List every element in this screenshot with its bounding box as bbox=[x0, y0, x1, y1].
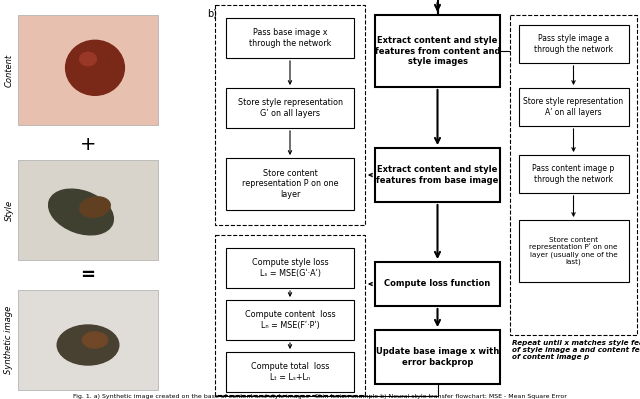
Bar bbox=[510, 15, 637, 335]
Text: Pass style image a
through the network: Pass style image a through the network bbox=[534, 34, 613, 54]
Bar bbox=[226, 248, 354, 288]
Bar bbox=[226, 352, 354, 392]
Text: Content: Content bbox=[4, 53, 13, 87]
Bar bbox=[226, 88, 354, 128]
Text: Pass content image p
through the network: Pass content image p through the network bbox=[532, 164, 614, 184]
Ellipse shape bbox=[65, 40, 124, 95]
Text: Compute content  loss
Lₙ = MSE(Fʹ·Pʹ): Compute content loss Lₙ = MSE(Fʹ·Pʹ) bbox=[244, 310, 335, 330]
Text: Pass base image x
through the network: Pass base image x through the network bbox=[249, 28, 331, 48]
Bar bbox=[375, 148, 500, 202]
Text: Update base image x with
error backprop: Update base image x with error backprop bbox=[376, 347, 499, 367]
Bar bbox=[215, 5, 365, 225]
Bar bbox=[518, 155, 628, 193]
Text: Style: Style bbox=[4, 200, 13, 221]
Text: Repeat until x matches style features
of style image a and content features
of c: Repeat until x matches style features of… bbox=[512, 340, 640, 360]
Text: Synthetic image: Synthetic image bbox=[4, 306, 13, 374]
Bar bbox=[375, 262, 500, 306]
Text: Extract content and style
features from content and
style images: Extract content and style features from … bbox=[375, 36, 500, 66]
Text: Extract content and style
features from base image: Extract content and style features from … bbox=[376, 165, 499, 185]
Text: =: = bbox=[81, 266, 95, 284]
Bar bbox=[518, 88, 628, 126]
Ellipse shape bbox=[57, 325, 119, 365]
Bar bbox=[215, 235, 365, 395]
Text: Store content
representation P on one
layer: Store content representation P on one la… bbox=[242, 169, 339, 199]
Bar bbox=[226, 158, 354, 210]
Ellipse shape bbox=[79, 52, 97, 65]
Text: Store content
representation Pʹ on one
layer (usually one of the
last): Store content representation Pʹ on one l… bbox=[529, 237, 618, 265]
Ellipse shape bbox=[80, 197, 110, 217]
Text: b): b) bbox=[207, 8, 217, 18]
Bar bbox=[18, 15, 158, 125]
Text: +: + bbox=[80, 136, 96, 154]
Bar bbox=[226, 18, 354, 58]
Bar bbox=[518, 220, 628, 282]
Text: Fig. 1. a) Synthetic image created on the base of content and style images - Ski: Fig. 1. a) Synthetic image created on th… bbox=[73, 394, 567, 399]
Text: Compute total  loss
Lₜ = Lₛ+Lₙ: Compute total loss Lₜ = Lₛ+Lₙ bbox=[251, 362, 329, 382]
Text: Compute loss function: Compute loss function bbox=[385, 280, 491, 288]
Ellipse shape bbox=[83, 332, 108, 348]
Text: Compute style loss
Lₛ = MSE(Gʹ·Aʹ): Compute style loss Lₛ = MSE(Gʹ·Aʹ) bbox=[252, 258, 328, 278]
Bar bbox=[518, 25, 628, 63]
Bar bbox=[375, 330, 500, 384]
Bar bbox=[18, 160, 158, 260]
Bar bbox=[18, 290, 158, 390]
Text: Store style representation
Aʹ on all layers: Store style representation Aʹ on all lay… bbox=[524, 97, 623, 117]
Ellipse shape bbox=[49, 189, 113, 235]
Bar bbox=[375, 15, 500, 87]
Bar bbox=[226, 300, 354, 340]
Text: Store style representation
Gʹ on all layers: Store style representation Gʹ on all lay… bbox=[237, 98, 342, 118]
